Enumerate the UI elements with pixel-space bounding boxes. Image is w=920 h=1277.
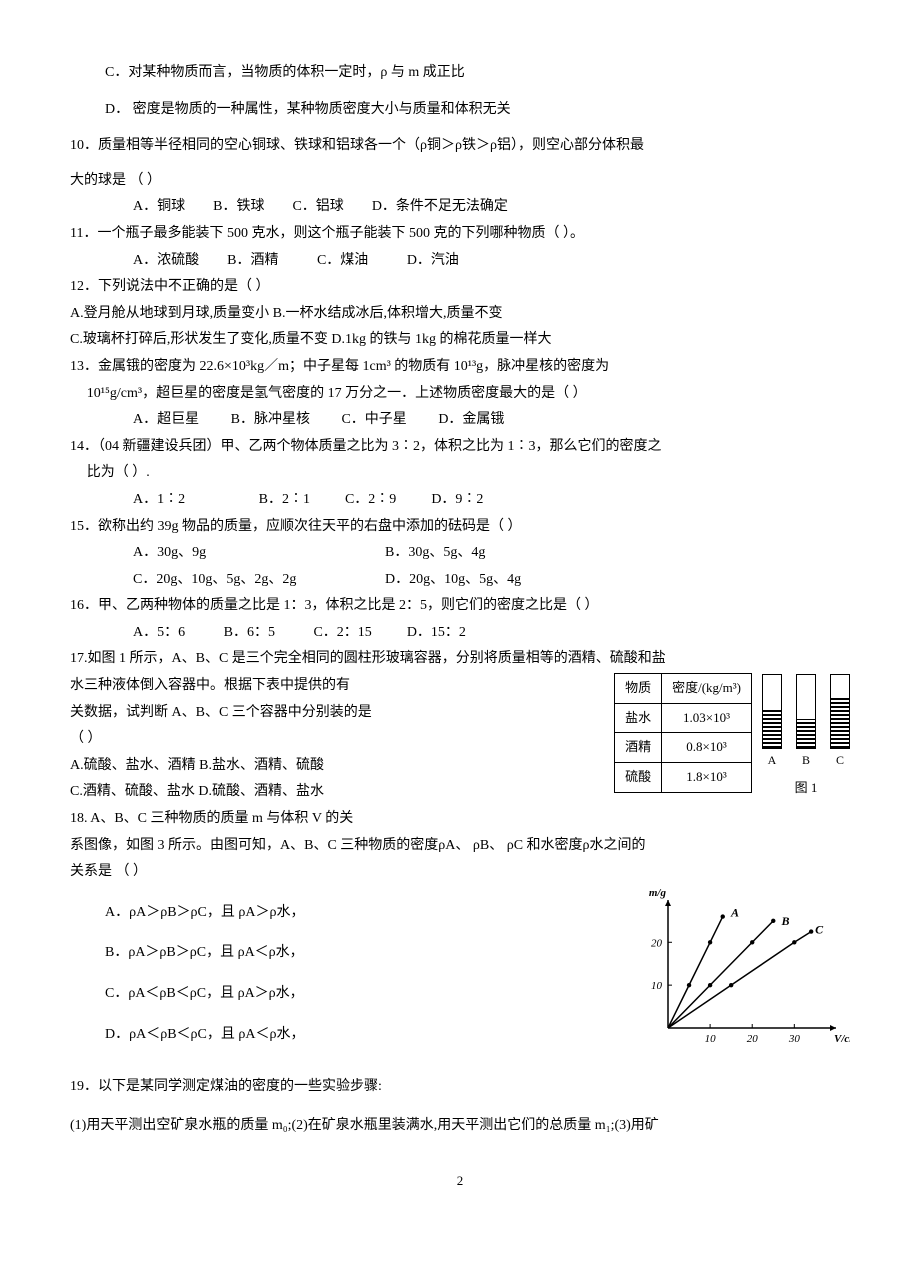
q18-option-a: A．ρA＞ρB＞ρC，且 ρA＞ρ水， <box>70 900 610 927</box>
q14-stem-1: 14．（04 新疆建设兵团）甲、乙两个物体质量之比为 3∶2，体积之比为 1∶3… <box>70 434 850 461</box>
q18-option-b: B．ρA＞ρB＞ρC，且 ρA＜ρ水， <box>70 940 610 967</box>
svg-text:10: 10 <box>705 1033 717 1045</box>
q10-options: A．铜球 B．铁球 C．铝球 D．条件不足无法确定 <box>70 194 850 221</box>
q17-l4: （ ） <box>70 726 598 753</box>
density-table: 物质密度/(kg/m³) 盐水1.03×10³ 酒精0.8×10³ 硫酸1.8×… <box>614 673 752 793</box>
cylinders-figure: ABC 图 1 <box>762 673 850 801</box>
q13-options: A．超巨星 B．脉冲星核 C．中子星 D．金属锇 <box>70 407 850 434</box>
svg-text:V/cm³: V/cm³ <box>834 1033 850 1045</box>
q18-stem-3: 关系是 （ ） <box>70 859 850 886</box>
q19-body: (1)用天平测出空矿泉水瓶的质量 m₀;(2)在矿泉水瓶里装满水,用天平测出它们… <box>70 1113 850 1140</box>
cylinder-C: C <box>830 674 850 772</box>
svg-text:20: 20 <box>747 1033 759 1045</box>
svg-text:30: 30 <box>788 1033 801 1045</box>
q15-stem: 15．欲称出约 39g 物品的质量，应顺次往天平的右盘中添加的砝码是（ ） <box>70 514 850 541</box>
q13-stem-2: 10¹⁵g/cm³，超巨星的密度是氢气密度的 17 万分之一．上述物质密度最大的… <box>70 381 850 408</box>
q18-option-d: D．ρA＜ρB＜ρC，且 ρA＜ρ水， <box>70 1022 610 1049</box>
q12-stem: 12．下列说法中不正确的是（ ） <box>70 274 850 301</box>
q17-l5: A.硫酸、盐水、酒精 B.盐水、酒精、硫酸 <box>70 753 598 780</box>
q12-options-cd: C.玻璃杯打碎后,形状发生了变化,质量不变 D.1kg 的铁与 1kg 的棉花质… <box>70 327 850 354</box>
q14-options: A．1∶2 B．2∶1 C．2∶9 D．9∶2 <box>70 487 850 514</box>
q17-text: 水三种液体倒入容器中。根据下表中提供的有 关数据，试判断 A、B、C 三个容器中… <box>70 673 598 806</box>
q9-option-c: C．对某种物质而言，当物质的体积一定时，ρ 与 m 成正比 <box>70 60 850 87</box>
q17-stem-line1: 17.如图 1 所示，A、B、C 是三个完全相同的圆柱形玻璃容器，分别将质量相等… <box>70 646 850 673</box>
svg-text:10: 10 <box>651 980 663 992</box>
cylinder-B: B <box>796 674 816 772</box>
q12-options-ab: A.登月舱从地球到月球,质量变小 B.一杯水结成冰后,体积增大,质量不变 <box>70 301 850 328</box>
svg-text:20: 20 <box>651 937 663 949</box>
page-number: 2 <box>70 1169 850 1194</box>
q13-stem-1: 13．金属锇的密度为 22.6×10³kg／m；中子星每 1cm³ 的物质有 1… <box>70 354 850 381</box>
q9-option-d: D． 密度是物质的一种属性，某种物质密度大小与质量和体积无关 <box>70 97 850 124</box>
q10-stem-1: 10．质量相等半径相同的空心铜球、铁球和铝球各一个（ρ铜＞ρ铁＞ρ铝），则空心部… <box>70 133 850 160</box>
q17-l6: C.酒精、硫酸、盐水 D.硫酸、酒精、盐水 <box>70 779 598 806</box>
q17-layout: 水三种液体倒入容器中。根据下表中提供的有 关数据，试判断 A、B、C 三个容器中… <box>70 673 850 806</box>
svg-text:B: B <box>780 914 789 928</box>
q18-options: A．ρA＞ρB＞ρC，且 ρA＞ρ水， B．ρA＞ρB＞ρC，且 ρA＜ρ水， … <box>70 886 610 1062</box>
q11-options: A．浓硫酸 B．酒精 C．煤油 D．汽油 <box>70 248 850 275</box>
mv-chart: 10 20 30 10 20 V/cm³ m/g A B C <box>630 886 850 1056</box>
q14-stem-2: 比为（ ）. <box>70 460 850 487</box>
cylinder-A: A <box>762 674 782 772</box>
svg-text:C: C <box>815 923 824 937</box>
q18-stem-1: 18. A、B、C 三种物质的质量 m 与体积 V 的关 <box>70 806 850 833</box>
q17-l2: 水三种液体倒入容器中。根据下表中提供的有 <box>70 673 598 700</box>
q18-option-c: C．ρA＜ρB＜ρC，且 ρA＞ρ水， <box>70 981 610 1008</box>
svg-text:A: A <box>730 905 739 919</box>
fig1-caption: 图 1 <box>762 776 850 801</box>
q11-stem: 11．一个瓶子最多能装下 500 克水，则这个瓶子能装下 500 克的下列哪种物… <box>70 221 850 248</box>
q16-stem: 16．甲、乙两种物体的质量之比是 1：3，体积之比是 2：5，则它们的密度之比是… <box>70 593 850 620</box>
q17-l3: 关数据，试判断 A、B、C 三个容器中分别装的是 <box>70 700 598 727</box>
q15-options-ab: A．30g、9gB．30g、5g、4g <box>70 540 850 567</box>
q15-options-cd: C．20g、10g、5g、2g、2gD．20g、10g、5g、4g <box>70 567 850 594</box>
q19-stem: 19．以下是某同学测定煤油的密度的一些实验步骤: <box>70 1074 850 1101</box>
q18-stem-2: 系图像，如图 3 所示。由图可知，A、B、C 三种物质的密度ρA、 ρB、 ρC… <box>70 833 850 860</box>
q10-stem-2: 大的球是 （ ） <box>70 168 850 195</box>
q16-options: A．5：6 B．6：5 C．2：15 D．15：2 <box>70 620 850 647</box>
q18-layout: A．ρA＞ρB＞ρC，且 ρA＞ρ水， B．ρA＞ρB＞ρC，且 ρA＜ρ水， … <box>70 886 850 1062</box>
q17-figure: 物质密度/(kg/m³) 盐水1.03×10³ 酒精0.8×10³ 硫酸1.8×… <box>614 673 850 801</box>
svg-text:m/g: m/g <box>649 887 667 899</box>
